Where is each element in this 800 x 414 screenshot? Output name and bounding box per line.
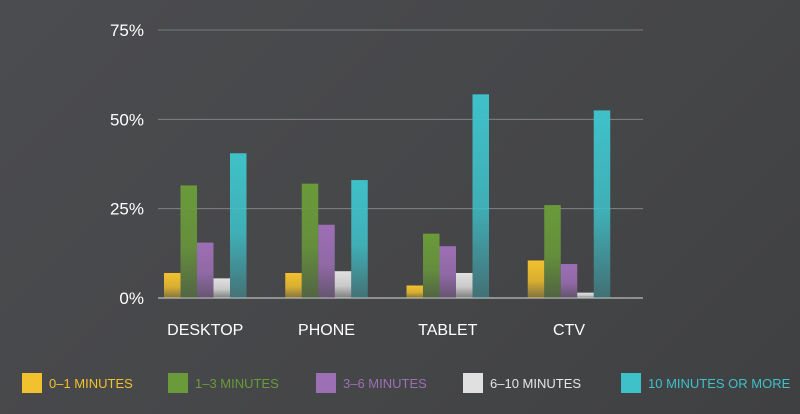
legend-label: 6–10 MINUTES [490,376,581,391]
bar-phone-series-1 [301,183,319,298]
x-axis: DESKTOP PHONE TABLET CTV [167,322,585,339]
legend-swatch [316,373,336,393]
category-label: TABLET [418,322,478,339]
legend: 0–1 MINUTES 1–3 MINUTES 3–6 MINUTES 6–10 MI… [22,373,791,393]
y-tick-label: 75% [110,21,144,40]
bar-phone-series-4 [351,180,368,298]
y-tick-label: 50% [110,110,144,129]
bar-ctv-series-4 [593,110,611,299]
bar-phone-series-2 [318,224,335,298]
bar-phone-series-0 [285,272,302,298]
bar-tablet-series-0 [406,285,423,298]
bar-ctv-series-2 [560,264,578,298]
y-axis: 0% 25% 50% 75% [110,21,144,308]
legend-label: 0–1 MINUTES [49,376,133,391]
bar-ctv-series-3 [577,292,594,298]
y-tick-label: 25% [110,200,144,219]
category-label: PHONE [298,322,355,339]
legend-label: 1–3 MINUTES [195,376,279,391]
bar-tablet-series-2 [439,246,456,298]
legend-swatch [621,373,641,393]
bar-desktop-series-2 [197,242,214,298]
bar-desktop-series-1 [180,185,197,298]
legend-swatch [463,373,483,393]
category-label: DESKTOP [167,322,243,339]
bar-ctv-series-1 [544,205,561,298]
bars [164,94,611,299]
y-tick-label: 0% [119,289,144,308]
bar-tablet-series-1 [423,233,440,298]
legend-swatch [22,373,42,393]
bar-ctv-series-0 [527,260,545,298]
legend-label: 3–6 MINUTES [343,376,427,391]
bar-desktop-series-3 [213,278,230,298]
legend-label: 10 MINUTES OR MORE [648,376,791,391]
bar-desktop-series-0 [164,272,181,298]
legend-swatch [168,373,188,393]
bar-desktop-series-4 [230,153,247,298]
category-label: CTV [553,322,585,339]
bar-tablet-series-3 [456,272,473,298]
bar-tablet-series-4 [472,94,489,298]
bar-phone-series-3 [334,271,352,298]
